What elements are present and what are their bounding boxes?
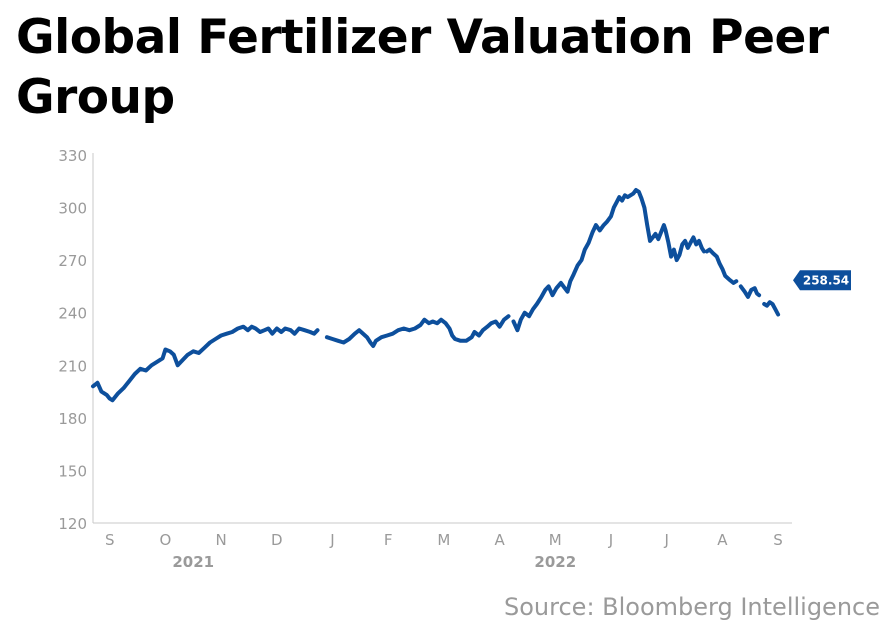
x-tick-label: J xyxy=(663,531,668,549)
y-tick-label: 150 xyxy=(58,462,87,480)
series-line-segment xyxy=(324,314,511,348)
chart-title: Global Fertilizer Valuation Peer Group xyxy=(16,10,829,125)
series-line-segment xyxy=(91,324,320,403)
y-tick-label: 210 xyxy=(58,357,87,375)
last-value-callout xyxy=(793,270,851,291)
year-label: 2021 xyxy=(172,553,214,571)
series-line-segment xyxy=(704,247,739,285)
x-tick-label: S xyxy=(105,531,115,549)
series-line-segment xyxy=(762,300,781,317)
series-line-segment xyxy=(738,284,762,299)
x-tick-label: J xyxy=(329,531,334,549)
x-tick-label: A xyxy=(494,531,505,549)
y-tick-label: 240 xyxy=(58,305,87,323)
y-tick-label: 180 xyxy=(58,410,87,428)
x-tick-label: J xyxy=(608,531,613,549)
x-tick-label: N xyxy=(215,531,226,549)
x-tick-label: A xyxy=(717,531,728,549)
year-label: 2022 xyxy=(534,553,576,571)
last-value-label: 258.54 xyxy=(803,274,849,288)
x-tick-label: D xyxy=(271,531,283,549)
x-tick-label: S xyxy=(773,531,783,549)
y-tick-label: 300 xyxy=(58,200,87,218)
source-note: Source: Bloomberg Intelligence xyxy=(504,593,880,621)
x-tick-label: F xyxy=(384,531,393,549)
y-tick-label: 270 xyxy=(58,252,87,270)
x-tick-label: M xyxy=(437,531,450,549)
x-tick-label: M xyxy=(549,531,562,549)
series-line-segment xyxy=(511,188,706,333)
y-tick-label: 120 xyxy=(58,515,87,533)
x-tick-label: O xyxy=(160,531,172,549)
y-tick-label: 330 xyxy=(58,147,87,165)
